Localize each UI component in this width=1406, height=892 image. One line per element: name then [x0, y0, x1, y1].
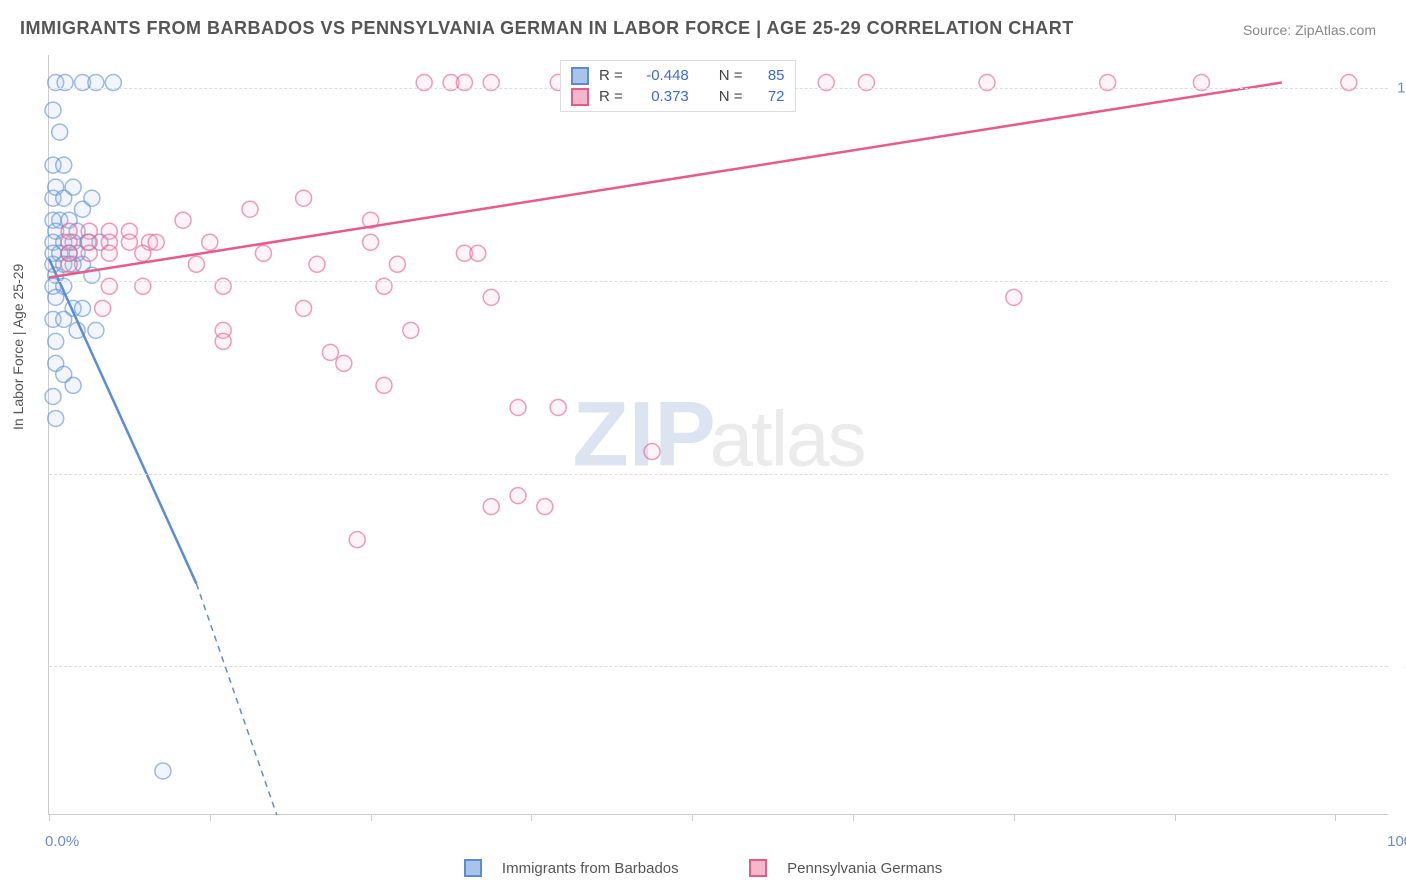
chart-svg	[49, 55, 1389, 815]
barbados-r-value: -0.448	[633, 65, 689, 86]
pennsylvania-n-value: 72	[753, 86, 785, 107]
r-label: R =	[599, 86, 623, 107]
source-prefix: Source:	[1243, 22, 1295, 38]
chart-title: IMMIGRANTS FROM BARBADOS VS PENNSYLVANIA…	[20, 18, 1074, 39]
bottom-legend: Immigrants from Barbados Pennsylvania Ge…	[0, 859, 1406, 877]
source-link[interactable]: ZipAtlas.com	[1295, 22, 1376, 38]
x-tick-end: 100.0%	[1387, 833, 1406, 850]
n-label: N =	[719, 65, 743, 86]
barbados-swatch	[571, 67, 589, 85]
x-tick-start: 0.0%	[45, 833, 79, 850]
pennsylvania-legend-label: Pennsylvania Germans	[787, 860, 942, 877]
y-axis-label: In Labor Force | Age 25-29	[10, 264, 26, 430]
correlation-infobox: R = -0.448 N = 85 R = 0.373 N = 72	[560, 60, 796, 112]
pennsylvania-r-value: 0.373	[633, 86, 689, 107]
y-tick-label: 65.0%	[1393, 465, 1406, 482]
pennsylvania-legend-swatch	[749, 859, 767, 877]
source-attribution: Source: ZipAtlas.com	[1243, 22, 1376, 38]
barbados-legend-label: Immigrants from Barbados	[502, 860, 679, 877]
chart-plot-area: ZIPatlas 47.5%65.0%82.5%100.0%0.0%100.0%	[48, 55, 1388, 815]
infobox-row-pennsylvania: R = 0.373 N = 72	[571, 86, 785, 107]
barbados-legend-swatch	[464, 859, 482, 877]
barbados-n-value: 85	[753, 65, 785, 86]
y-tick-label: 100.0%	[1393, 80, 1406, 97]
y-tick-label: 47.5%	[1393, 658, 1406, 675]
infobox-row-barbados: R = -0.448 N = 85	[571, 65, 785, 86]
r-label: R =	[599, 65, 623, 86]
y-tick-label: 82.5%	[1393, 272, 1406, 289]
n-label: N =	[719, 86, 743, 107]
pennsylvania-swatch	[571, 88, 589, 106]
